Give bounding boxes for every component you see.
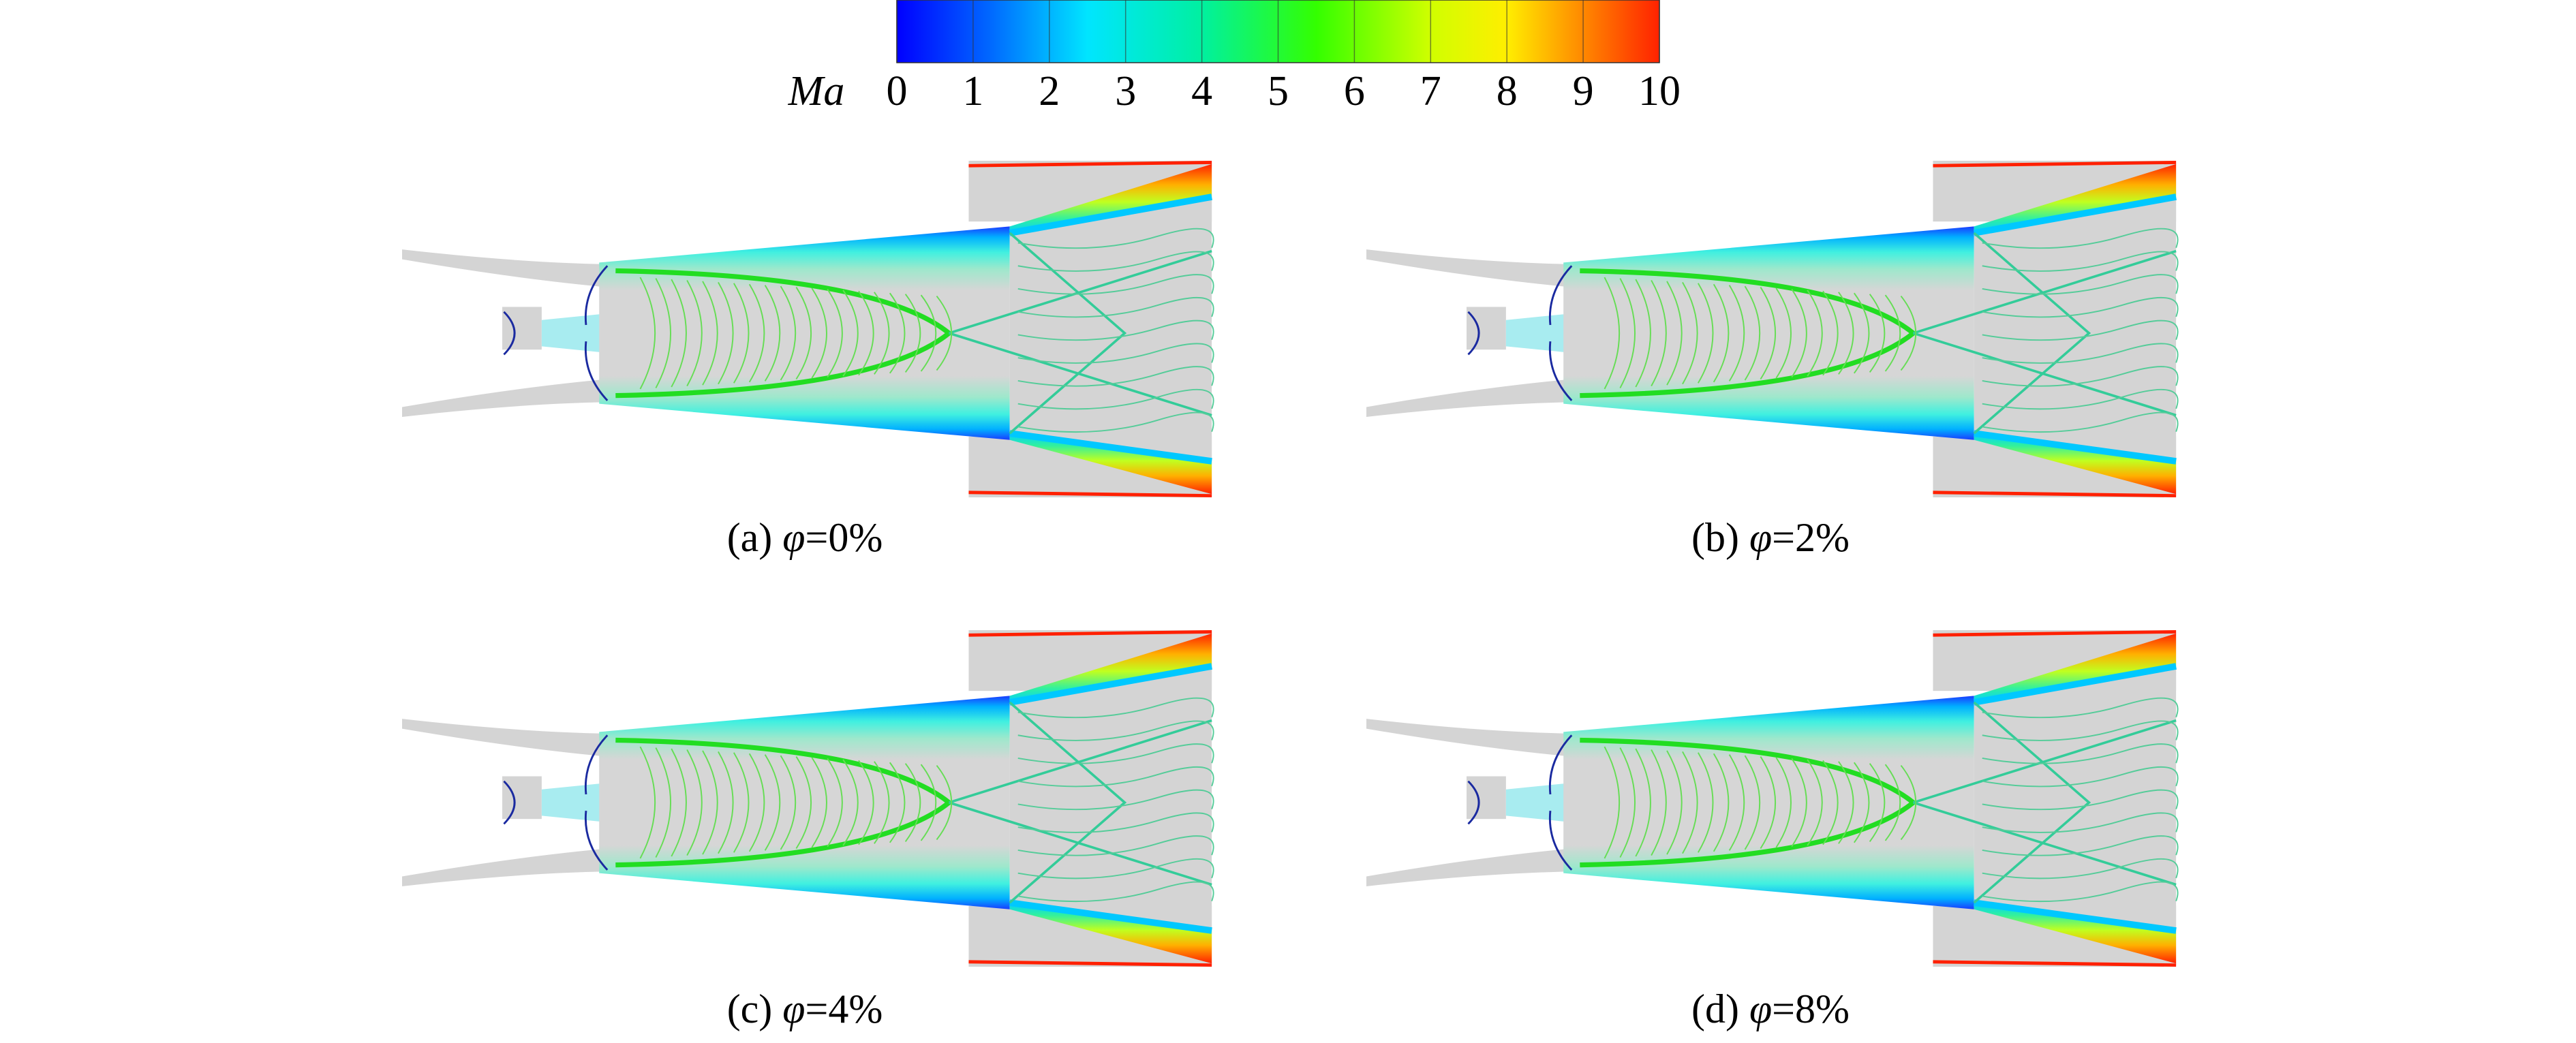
colorbar-tick-label: 1 <box>962 68 983 114</box>
panel-caption: (a) φ=0% <box>727 515 883 560</box>
colorbar-tick-label: 9 <box>1573 68 1594 114</box>
colorbar-tick-label: 2 <box>1039 68 1060 114</box>
colorbar-tick-label: 10 <box>1638 68 1681 114</box>
contour-panel <box>1366 161 2178 497</box>
caption-symbol: φ <box>1749 986 1772 1031</box>
colorbar-tick-label: 4 <box>1191 68 1212 114</box>
colorbar-frame <box>896 0 1660 63</box>
panel-caption: (d) φ=8% <box>1691 986 1850 1031</box>
colorbar-tick-label: 8 <box>1497 68 1518 114</box>
panel-caption: (b) φ=2% <box>1691 515 1850 560</box>
panel-caption: (c) φ=4% <box>727 986 883 1031</box>
contour-panel <box>402 161 1214 497</box>
colorbar-tick-label: 7 <box>1420 68 1441 114</box>
caption-tag: (c) <box>727 986 773 1031</box>
caption-tag: (d) <box>1691 986 1739 1031</box>
colorbar-tick-label: 3 <box>1115 68 1136 114</box>
caption-tag: (a) <box>727 515 773 560</box>
colorbar-tick-label: 5 <box>1268 68 1289 114</box>
caption-value: =0% <box>805 515 883 560</box>
caption-symbol: φ <box>782 515 805 560</box>
caption-value: =4% <box>805 986 883 1031</box>
caption-symbol: φ <box>782 986 805 1031</box>
colorbar-tick-label: 0 <box>887 68 908 114</box>
contour-panel <box>1366 630 2178 967</box>
caption-value: =8% <box>1772 986 1850 1031</box>
colorbar-label: Ma <box>788 68 845 114</box>
caption-symbol: φ <box>1749 515 1772 560</box>
colorbar-tick-label: 6 <box>1344 68 1365 114</box>
caption-value: =2% <box>1772 515 1850 560</box>
contour-panel <box>402 630 1214 967</box>
caption-tag: (b) <box>1691 515 1739 560</box>
